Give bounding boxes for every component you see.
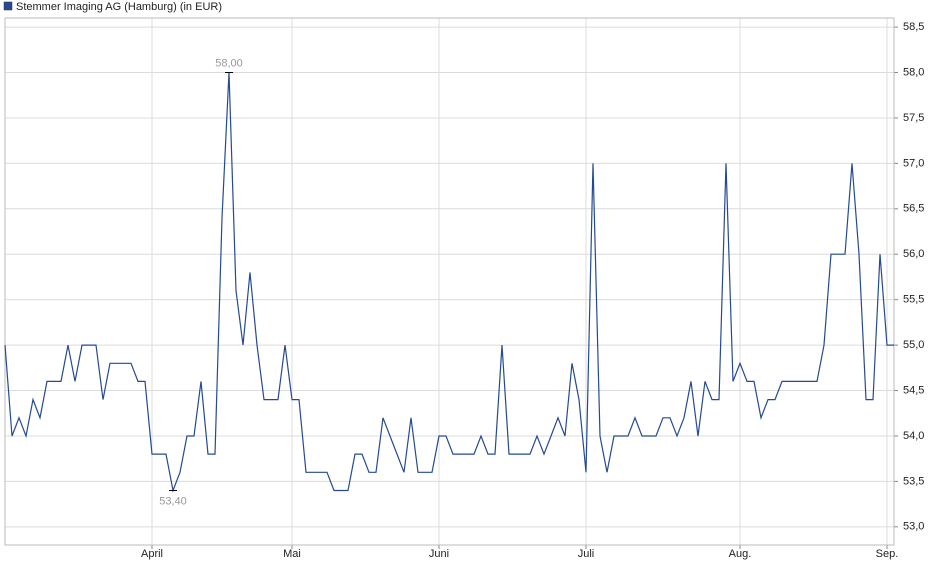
y-tick-label: 53,0 bbox=[903, 521, 924, 533]
y-tick-label: 58,5 bbox=[903, 21, 924, 33]
y-tick-label: 54,5 bbox=[903, 384, 924, 396]
y-tick-label: 53,5 bbox=[903, 475, 924, 487]
y-tick-label: 57,0 bbox=[903, 157, 924, 169]
plot-border bbox=[4, 17, 895, 546]
y-tick-label: 54,0 bbox=[903, 430, 924, 442]
x-tick-label: Juli bbox=[578, 548, 595, 560]
y-tick-label: 57,5 bbox=[903, 112, 924, 124]
y-tick-label: 55,5 bbox=[903, 294, 924, 306]
y-tick-label: 58,0 bbox=[903, 66, 924, 78]
value-label: 58,00 bbox=[215, 57, 243, 69]
x-tick-label: Mai bbox=[283, 548, 301, 560]
x-tick-label: April bbox=[141, 548, 163, 560]
y-tick-label: 55,0 bbox=[903, 339, 924, 351]
x-tick-label: Juni bbox=[429, 548, 449, 560]
y-tick-label: 56,5 bbox=[903, 203, 924, 215]
x-tick-label: Sep. bbox=[876, 548, 899, 560]
legend-swatch bbox=[3, 1, 13, 11]
x-tick-label: Aug. bbox=[729, 548, 752, 560]
value-label: 53,40 bbox=[159, 495, 187, 507]
price-line bbox=[4, 72, 894, 493]
y-tick-label: 56,0 bbox=[903, 248, 924, 260]
legend-label: Stemmer Imaging AG (Hamburg) (in EUR) bbox=[16, 1, 222, 13]
